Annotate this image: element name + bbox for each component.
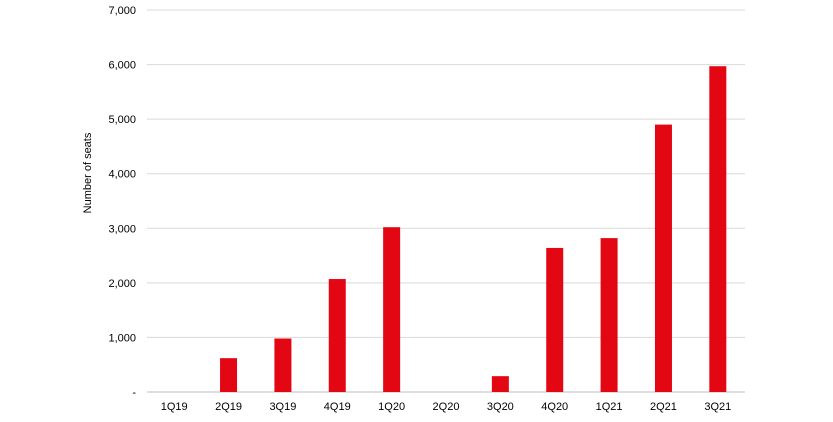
- bar-2Q21: [654, 124, 672, 392]
- bar-4Q20: [546, 247, 564, 392]
- x-tick-label: 3Q20: [487, 401, 514, 413]
- gridlines: [147, 9, 745, 393]
- x-tick-label: 2Q19: [215, 401, 242, 413]
- y-tick-label: 1,000: [108, 332, 136, 344]
- x-tick-label: 4Q20: [541, 401, 568, 413]
- bar-3Q21: [709, 66, 727, 393]
- bar-3Q20: [491, 376, 509, 392]
- y-tick-label: 7,000: [108, 5, 136, 17]
- x-tick-label: 3Q21: [704, 401, 731, 413]
- bar-1Q21: [600, 238, 618, 392]
- bars: [220, 66, 727, 393]
- x-tick-label: 4Q19: [324, 401, 351, 413]
- y-tick-label: 4,000: [108, 169, 136, 181]
- x-tick-label: 1Q19: [161, 401, 188, 413]
- bar-3Q19: [274, 338, 292, 392]
- y-tick-label: 2,000: [108, 278, 136, 290]
- bar-1Q20: [383, 227, 401, 392]
- y-tick-label: 3,000: [108, 223, 136, 235]
- y-tick-label: -: [132, 387, 136, 399]
- x-tick-labels: 1Q19 2Q19 3Q19 4Q19 1Q20 2Q20 3Q20 4Q20 1Q21 2Q21…: [161, 401, 732, 413]
- bar-2Q19: [220, 358, 238, 392]
- y-tick-label: 5,000: [108, 114, 136, 126]
- y-axis-label: Number of seats: [82, 132, 94, 213]
- bar-4Q19: [328, 279, 346, 392]
- x-tick-label: 2Q21: [650, 401, 677, 413]
- y-tick-labels: - 1,000 2,000 3,000 4,000 5,000 6,000 7,000: [108, 5, 136, 399]
- x-tick-label: 2Q20: [433, 401, 460, 413]
- x-tick-label: 1Q20: [378, 401, 405, 413]
- x-tick-label: 1Q21: [596, 401, 623, 413]
- x-tick-label: 3Q19: [269, 401, 296, 413]
- y-tick-label: 6,000: [108, 60, 136, 72]
